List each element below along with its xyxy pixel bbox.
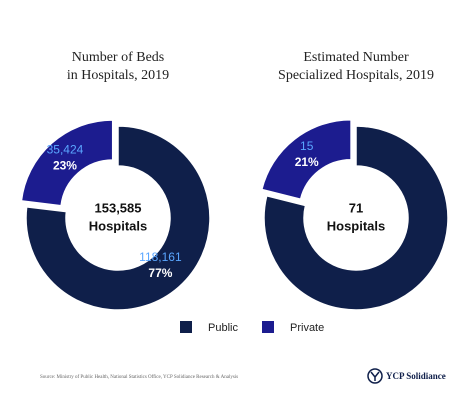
chart-title: Estimated Number bbox=[303, 50, 409, 65]
donut-slice bbox=[260, 118, 352, 201]
brand-logo-mark bbox=[370, 371, 380, 381]
chart-title: in Hospitals, 2019 bbox=[67, 68, 169, 83]
chart-title: Specialized Hospitals, 2019 bbox=[278, 68, 434, 83]
center-total: 153,585 bbox=[95, 200, 142, 215]
legend-label: Private bbox=[290, 322, 324, 334]
donut-slice bbox=[263, 125, 449, 311]
share-label: 77% bbox=[148, 266, 172, 280]
brand: YCP Solidiance bbox=[386, 371, 446, 381]
donut-slice bbox=[25, 125, 211, 311]
legend-label: Public bbox=[208, 322, 238, 334]
brand-logo bbox=[367, 368, 383, 384]
center-label: Hospitals bbox=[327, 218, 386, 233]
value-label: 118,161 bbox=[139, 250, 182, 264]
center-total: 71 bbox=[349, 200, 363, 215]
chart-title: Number of Beds bbox=[72, 50, 165, 65]
share-label: 23% bbox=[53, 158, 77, 172]
value-label: 35,424 bbox=[47, 142, 84, 156]
legend-swatch bbox=[262, 321, 274, 333]
source: Source: Ministry of Public Health, Natio… bbox=[40, 375, 238, 380]
donut-slice bbox=[20, 119, 114, 207]
center-label: Hospitals bbox=[89, 218, 148, 233]
share-label: 21% bbox=[295, 155, 319, 169]
legend-swatch bbox=[180, 321, 192, 333]
value-label: 15 bbox=[300, 139, 314, 153]
